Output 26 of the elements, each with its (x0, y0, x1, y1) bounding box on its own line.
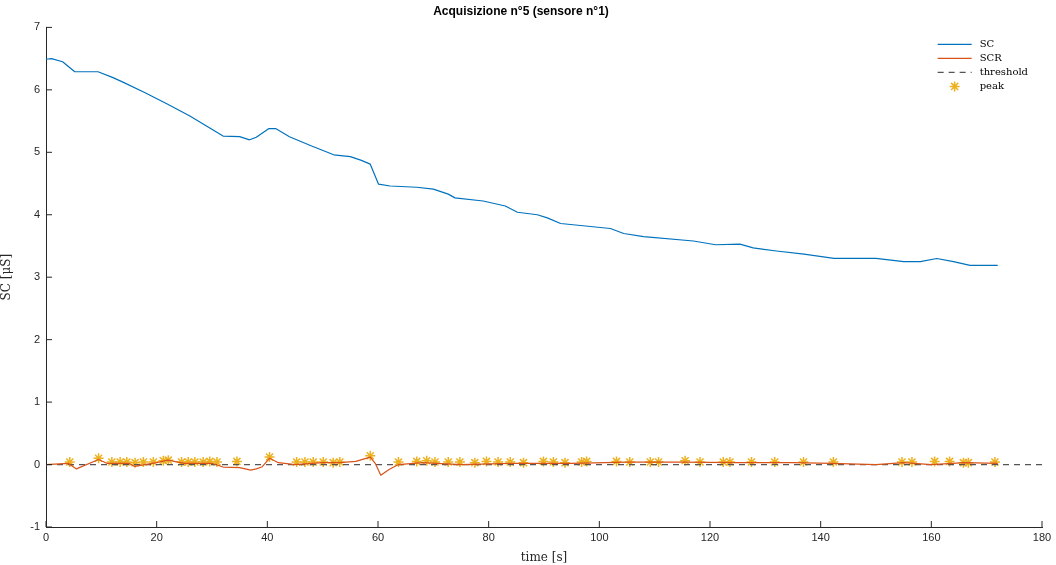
y-tick-label: 5 (33, 145, 40, 158)
x-tick-label: 20 (150, 530, 163, 543)
y-tick-label: 1 (33, 395, 40, 408)
x-axis-title: time [s] (520, 549, 568, 564)
x-tick-label: 180 (1032, 530, 1052, 543)
x-tick-label: 100 (590, 530, 609, 543)
legend-label: SCR (979, 51, 1003, 63)
x-tick-label: 140 (811, 530, 830, 543)
x-tick-label: 40 (261, 530, 274, 543)
y-axis-title: SC [μS] (0, 253, 14, 301)
y-tick-label: 6 (33, 82, 40, 95)
y-tick-label: 3 (33, 270, 40, 283)
x-tick-label: 120 (700, 530, 720, 543)
chart-title: Acquisizione n°5 (sensore n°1) (433, 3, 609, 18)
legend-label: threshold (979, 65, 1029, 77)
x-tick-label: 80 (482, 530, 495, 543)
y-tick-label: 0 (33, 457, 40, 470)
x-tick-label: 0 (42, 530, 50, 543)
y-tick-label: -1 (30, 520, 40, 533)
y-tick-label: 4 (33, 207, 40, 220)
y-tick-label: 2 (33, 332, 40, 345)
legend-label: SC (979, 37, 995, 49)
y-tick-label: 7 (33, 20, 40, 33)
x-tick-label: 60 (371, 530, 385, 543)
legend-label: peak (979, 79, 1005, 91)
x-tick-label: 160 (922, 530, 941, 543)
